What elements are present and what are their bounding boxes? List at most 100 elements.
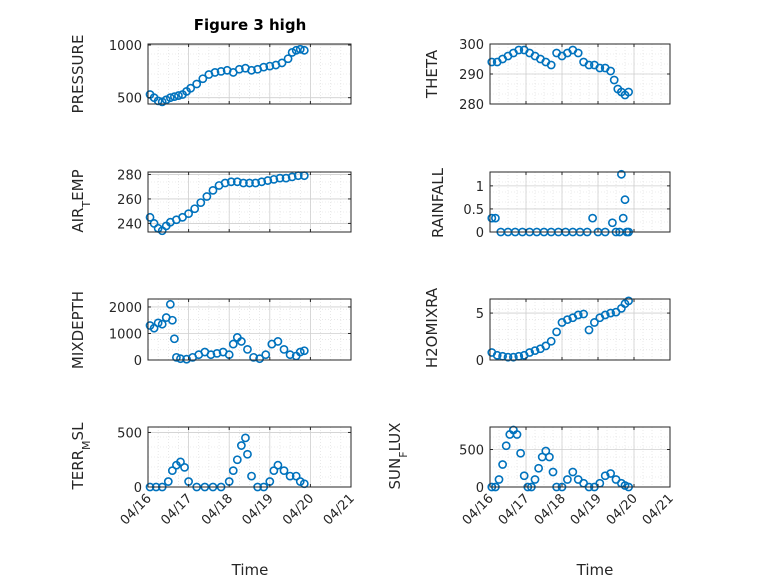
data-point	[165, 299, 175, 309]
data-point	[196, 198, 206, 208]
data-point	[220, 178, 230, 188]
ytick-label: 500	[459, 444, 484, 459]
ylabel-air-temp: AIRTEMP	[69, 169, 93, 232]
axes-box	[147, 43, 352, 105]
data-point	[269, 466, 279, 476]
data-point	[530, 346, 540, 356]
data-point	[169, 334, 179, 344]
data-point	[236, 441, 246, 450]
ytick-label: 500	[117, 426, 142, 441]
data-point	[226, 177, 236, 187]
data-point	[498, 460, 507, 469]
data-point	[169, 92, 179, 102]
data-point	[285, 471, 295, 481]
data-point	[494, 475, 504, 484]
data-point	[568, 467, 578, 477]
data-point	[263, 176, 273, 185]
data-point	[620, 195, 630, 205]
xtick-label: 04/18	[532, 491, 569, 528]
ylabel-theta: THETA	[423, 49, 441, 99]
data-point	[251, 178, 260, 188]
data-point	[541, 341, 551, 351]
data-point	[241, 433, 250, 443]
data-point	[167, 466, 177, 476]
ytick-label: 0	[476, 481, 484, 496]
data-point	[261, 350, 271, 360]
data-point	[584, 325, 594, 335]
ytick-label: 290	[459, 68, 484, 83]
data-point	[490, 213, 500, 223]
data-point	[595, 63, 605, 73]
data-point	[487, 57, 497, 67]
data-point	[579, 309, 588, 319]
xlabel-left: Time	[231, 561, 269, 579]
ytick-label: 0	[134, 481, 142, 496]
ylabel-sun-flux: SUNFLUX	[386, 423, 410, 490]
data-point	[176, 354, 185, 364]
data-point	[190, 204, 200, 214]
ytick-label: 300	[459, 38, 484, 53]
data-point	[624, 296, 633, 306]
xtick-label: 04/21	[321, 491, 358, 528]
data-point	[285, 350, 295, 360]
data-point	[186, 83, 196, 93]
ytick-label: 240	[117, 217, 142, 232]
data-point	[228, 466, 238, 476]
data-point	[509, 352, 518, 362]
data-point	[145, 212, 155, 222]
data-point	[546, 60, 556, 70]
data-point	[281, 173, 291, 183]
data-point	[584, 60, 594, 70]
ylabel-h2omixra: H2OMIXRA	[423, 287, 441, 368]
data-point	[545, 452, 554, 462]
panel-6: 0 500 04/16 04/17 04/18 04/19 04/20 04/21	[117, 426, 358, 528]
ytick-label: 260	[117, 193, 142, 208]
xtick-label: 04/20	[280, 491, 317, 528]
data-point	[232, 455, 242, 465]
ytick-label: 1000	[109, 39, 142, 54]
panel-3: 00.51	[463, 169, 671, 241]
data-point	[165, 93, 175, 103]
data-point	[157, 319, 167, 329]
ytick-label: 2000	[109, 301, 142, 316]
ytick-label: 280	[459, 98, 484, 113]
data-point	[247, 471, 256, 481]
data-point	[153, 318, 163, 328]
ytick-label: 0.5	[463, 203, 484, 218]
data-point	[212, 348, 222, 358]
data-point	[573, 48, 583, 58]
data-point	[249, 352, 258, 362]
ytick-label: 1	[476, 180, 484, 195]
ytick-label: 280	[117, 168, 142, 183]
data-point	[600, 471, 610, 481]
ylabel-mixdepth: MIXDEPTH	[69, 291, 87, 369]
ytick-label: 0	[476, 354, 484, 369]
panel-2: 240 260 280	[117, 168, 352, 236]
data-point	[167, 315, 177, 325]
xtick-label: 04/20	[604, 491, 641, 528]
axes-box	[489, 298, 671, 361]
xtick-label: 04/19	[568, 491, 605, 528]
data-point	[273, 337, 283, 346]
data-point	[606, 66, 615, 76]
data-point	[275, 173, 285, 183]
data-point	[609, 75, 619, 85]
data-point	[269, 174, 279, 184]
ylabel-pressure: PRESSURE	[69, 35, 87, 114]
data-point	[295, 44, 305, 54]
data-point	[514, 45, 524, 55]
data-point	[534, 463, 543, 473]
data-point	[606, 308, 615, 318]
xtick-label: 04/18	[199, 491, 236, 528]
data-point	[546, 336, 556, 346]
data-point	[600, 310, 610, 320]
data-point	[172, 352, 181, 362]
axes-box	[147, 171, 352, 233]
data-point	[530, 475, 540, 484]
data-point	[255, 354, 265, 364]
data-point	[501, 441, 511, 451]
data-point	[247, 65, 256, 75]
ytick-label: 0	[476, 226, 484, 241]
data-point	[299, 346, 309, 356]
data-point	[492, 350, 502, 360]
